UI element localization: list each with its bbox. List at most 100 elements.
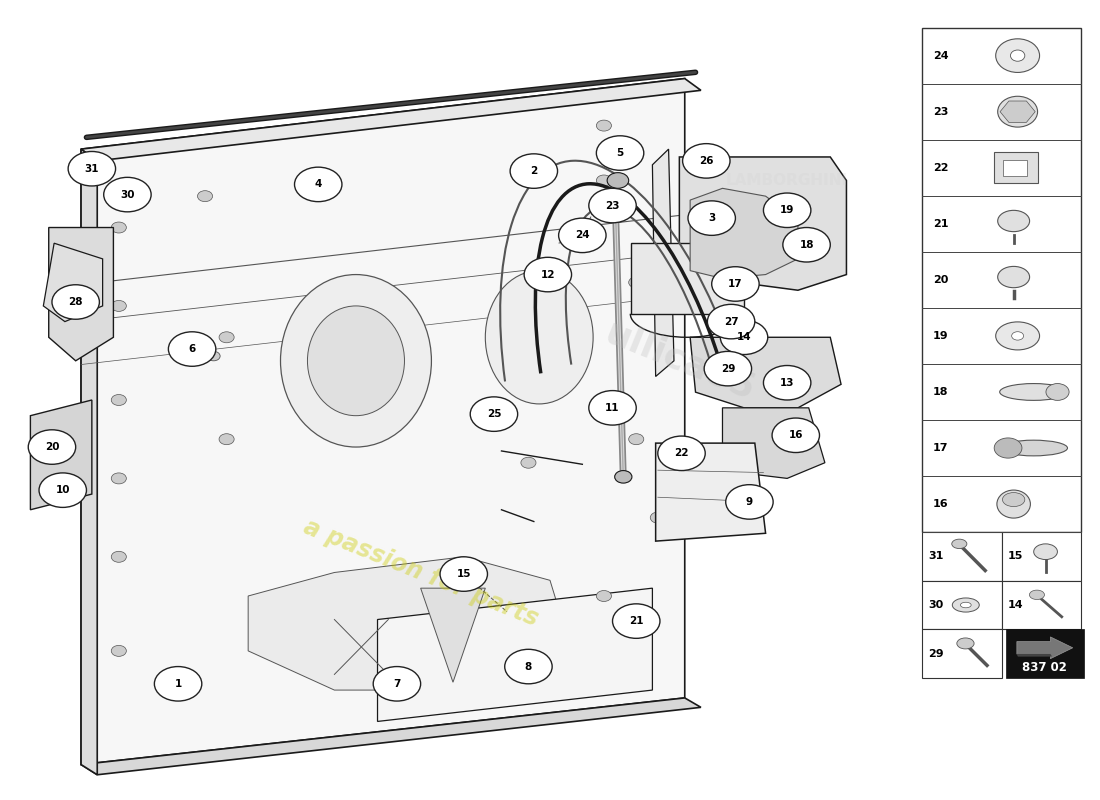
Circle shape <box>524 258 572 292</box>
Polygon shape <box>31 400 91 510</box>
Text: 10: 10 <box>55 485 70 495</box>
Bar <box>1003 160 1027 175</box>
Circle shape <box>683 144 730 178</box>
Circle shape <box>772 418 820 453</box>
Ellipse shape <box>307 306 405 416</box>
Ellipse shape <box>998 210 1030 232</box>
Circle shape <box>607 173 629 188</box>
Ellipse shape <box>997 490 1031 518</box>
Circle shape <box>1046 383 1069 400</box>
Circle shape <box>763 193 811 227</box>
Text: 20: 20 <box>933 275 948 285</box>
Circle shape <box>629 277 644 288</box>
Circle shape <box>440 557 487 591</box>
Circle shape <box>650 512 666 523</box>
Ellipse shape <box>280 274 431 447</box>
Circle shape <box>111 646 126 656</box>
Text: 16: 16 <box>933 499 948 509</box>
Text: 18: 18 <box>933 387 948 397</box>
Circle shape <box>707 304 755 339</box>
Text: 21: 21 <box>933 218 948 229</box>
Circle shape <box>505 650 552 684</box>
Polygon shape <box>420 588 485 682</box>
Text: 24: 24 <box>575 230 590 240</box>
Circle shape <box>111 222 126 233</box>
Circle shape <box>111 394 126 406</box>
Ellipse shape <box>1000 383 1067 400</box>
Text: 28: 28 <box>68 297 82 307</box>
Circle shape <box>588 188 636 223</box>
Bar <box>922 532 1002 581</box>
Bar <box>922 630 1002 678</box>
Text: 15: 15 <box>1008 551 1023 562</box>
Circle shape <box>103 178 151 212</box>
Text: LAMBORGHINI: LAMBORGHINI <box>726 173 848 188</box>
Text: a passion for parts: a passion for parts <box>299 514 541 630</box>
Text: 23: 23 <box>933 106 948 117</box>
Text: 21: 21 <box>629 616 644 626</box>
Bar <box>1002 581 1081 630</box>
Polygon shape <box>1000 101 1035 122</box>
Circle shape <box>39 473 87 507</box>
Circle shape <box>198 190 212 202</box>
Text: 23: 23 <box>605 201 619 210</box>
Polygon shape <box>48 227 113 361</box>
Polygon shape <box>43 243 102 322</box>
Text: 5: 5 <box>616 148 624 158</box>
Text: 12: 12 <box>540 270 556 279</box>
Text: 3: 3 <box>708 213 715 223</box>
Text: 24: 24 <box>933 50 948 61</box>
Text: 8: 8 <box>525 662 532 671</box>
Circle shape <box>588 390 636 425</box>
Polygon shape <box>81 78 701 161</box>
Polygon shape <box>1016 637 1072 658</box>
Text: 15: 15 <box>456 569 471 579</box>
Circle shape <box>596 175 612 186</box>
Polygon shape <box>81 698 701 774</box>
Circle shape <box>726 485 773 519</box>
Ellipse shape <box>957 638 975 649</box>
Polygon shape <box>630 243 744 314</box>
Polygon shape <box>249 557 572 690</box>
Text: 29: 29 <box>720 364 735 374</box>
Bar <box>1002 532 1081 581</box>
Text: 17: 17 <box>933 443 948 453</box>
Text: 20: 20 <box>45 442 59 452</box>
Text: 22: 22 <box>674 448 689 458</box>
Circle shape <box>111 473 126 484</box>
Text: 18: 18 <box>800 240 814 250</box>
Text: 19: 19 <box>933 331 948 341</box>
Ellipse shape <box>960 602 971 608</box>
Polygon shape <box>377 588 652 722</box>
Ellipse shape <box>485 270 593 404</box>
Circle shape <box>295 167 342 202</box>
Ellipse shape <box>1034 544 1057 559</box>
Circle shape <box>521 458 536 468</box>
Circle shape <box>510 154 558 188</box>
Text: 22: 22 <box>933 162 948 173</box>
Circle shape <box>207 351 220 361</box>
Text: 30: 30 <box>120 190 134 199</box>
Circle shape <box>559 218 606 253</box>
Bar <box>922 27 1081 532</box>
Circle shape <box>29 430 76 464</box>
Text: 17: 17 <box>728 279 743 289</box>
Text: 1: 1 <box>175 679 182 689</box>
Circle shape <box>188 345 205 358</box>
Text: 25: 25 <box>486 409 502 419</box>
Text: 13: 13 <box>780 378 794 388</box>
Text: 14: 14 <box>1008 600 1024 610</box>
Circle shape <box>629 434 644 445</box>
Polygon shape <box>1016 654 1052 656</box>
Text: 31: 31 <box>85 164 99 174</box>
Polygon shape <box>81 78 684 765</box>
Bar <box>993 152 1037 183</box>
Polygon shape <box>652 149 674 377</box>
Circle shape <box>596 590 612 602</box>
Text: 26: 26 <box>700 156 714 166</box>
Circle shape <box>168 332 216 366</box>
Circle shape <box>712 266 759 302</box>
Circle shape <box>658 436 705 470</box>
Polygon shape <box>680 157 847 290</box>
Ellipse shape <box>1002 493 1025 506</box>
